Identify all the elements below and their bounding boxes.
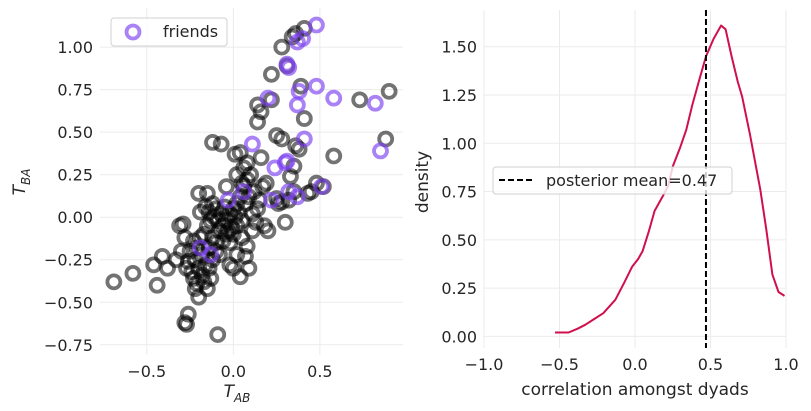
y-tick-label: −0.50 bbox=[44, 293, 93, 312]
axis-label: TBA bbox=[10, 169, 33, 196]
dyad-point bbox=[221, 256, 239, 274]
legend-box bbox=[492, 166, 733, 195]
dyad-point bbox=[276, 213, 294, 231]
scatter-axes: −0.5 0.0 0.5 −0.75 −0.50 −0.25 0.00 0.25 0.50 0.7… bbox=[10, 8, 403, 405]
y-tick-label: 0.25 bbox=[441, 279, 477, 298]
dyad-point bbox=[228, 217, 246, 235]
dyad-point bbox=[179, 305, 197, 323]
friend-point bbox=[295, 130, 313, 148]
dyad-point bbox=[238, 154, 256, 172]
friend-point bbox=[325, 89, 343, 107]
dyad-point bbox=[259, 222, 277, 240]
legend-marker-friends bbox=[124, 23, 142, 41]
friend-point bbox=[366, 94, 384, 112]
dyad-point bbox=[153, 247, 171, 265]
friend-point bbox=[313, 178, 331, 196]
friend-point bbox=[294, 30, 311, 48]
dyad-point bbox=[207, 200, 225, 218]
x-tick-label: 1.0 bbox=[773, 355, 798, 374]
y-tick-label: 0.00 bbox=[57, 208, 93, 227]
dyad-point bbox=[105, 273, 123, 291]
y-tick-label: 0.00 bbox=[441, 327, 477, 346]
friend-point bbox=[263, 191, 280, 209]
friend-point bbox=[288, 188, 306, 206]
y-tick-label: −0.75 bbox=[44, 336, 93, 355]
x-axis-label: correlation amongst dyads bbox=[521, 380, 749, 400]
friend-point bbox=[235, 183, 253, 201]
legend: friends bbox=[110, 17, 228, 47]
dyad-point bbox=[325, 147, 343, 165]
dyad-point bbox=[231, 268, 249, 286]
dyad-point bbox=[217, 225, 235, 243]
friend-point bbox=[372, 142, 389, 160]
dyad-point bbox=[282, 167, 299, 185]
y-tick-label: 1.50 bbox=[441, 38, 477, 57]
friend-point bbox=[219, 191, 237, 209]
y-tick-label: 0.25 bbox=[57, 166, 93, 185]
friend-point bbox=[266, 159, 284, 177]
dyad-point bbox=[243, 205, 261, 223]
dyad-point bbox=[221, 234, 239, 252]
x-tick-label: 0.0 bbox=[622, 355, 647, 374]
dyad-point bbox=[295, 110, 313, 127]
dyad-point bbox=[237, 247, 254, 265]
axis-label: TAB bbox=[224, 382, 251, 405]
dyad-point bbox=[212, 135, 230, 153]
friend-point bbox=[259, 89, 277, 107]
y-tick-label: 1.00 bbox=[441, 134, 477, 153]
dyad-point bbox=[172, 242, 190, 260]
x-tick-label: −0.5 bbox=[127, 362, 166, 381]
dyad-point bbox=[351, 91, 369, 109]
y-tick-label: 1.25 bbox=[441, 86, 477, 105]
y-tick-label: 0.50 bbox=[441, 231, 477, 250]
dyad-point bbox=[380, 82, 398, 100]
x-tick-label: 0.5 bbox=[698, 355, 723, 374]
dyad-point bbox=[217, 178, 235, 196]
dyad-point bbox=[263, 65, 280, 83]
dyad-point bbox=[252, 149, 270, 167]
y-tick-label: 0.50 bbox=[57, 123, 93, 142]
y-tick-label: 0.75 bbox=[57, 81, 93, 100]
y-tick-label: −0.25 bbox=[44, 251, 93, 270]
legend-label-mean: posterior mean=0.47 bbox=[546, 171, 717, 190]
y-tick-label: 1.00 bbox=[57, 38, 93, 57]
dyad-point bbox=[178, 315, 195, 333]
friend-point bbox=[308, 16, 325, 34]
dyad-point bbox=[243, 222, 261, 240]
friend-point bbox=[243, 135, 261, 153]
dyad-point bbox=[273, 130, 291, 148]
friend-point bbox=[202, 246, 220, 264]
x-tick-label: −1.0 bbox=[465, 355, 504, 374]
dyad-point bbox=[224, 225, 242, 243]
y-axis-label: density bbox=[413, 151, 433, 213]
x-tick-label: −0.5 bbox=[540, 355, 579, 374]
density-curve bbox=[555, 24, 786, 334]
dyad-point bbox=[249, 113, 266, 131]
legend-label-friends: friends bbox=[163, 22, 218, 41]
dyad-point bbox=[190, 185, 208, 202]
friend-point bbox=[288, 96, 306, 114]
legend: posterior mean=0.47 bbox=[492, 166, 733, 195]
x-tick-label: 0.5 bbox=[307, 362, 332, 381]
density-axes: −1.0 −0.5 0.0 0.5 1.0 0.00 0.25 0.50 0.75 1.00 1.2… bbox=[413, 10, 799, 400]
dyad-point bbox=[148, 276, 166, 294]
dyad-point bbox=[209, 326, 227, 343]
friend-point bbox=[308, 77, 325, 95]
dyad-point bbox=[257, 174, 275, 192]
legend-box bbox=[110, 17, 228, 47]
dyad-point bbox=[124, 264, 142, 282]
x-tick-label: 0.0 bbox=[221, 362, 246, 381]
dyad-point bbox=[273, 38, 291, 56]
dyad-point bbox=[280, 191, 298, 209]
y-tick-label: 0.75 bbox=[441, 183, 477, 202]
dyad-point bbox=[204, 133, 221, 151]
dyad-point bbox=[202, 270, 220, 287]
friend-point bbox=[278, 55, 296, 73]
